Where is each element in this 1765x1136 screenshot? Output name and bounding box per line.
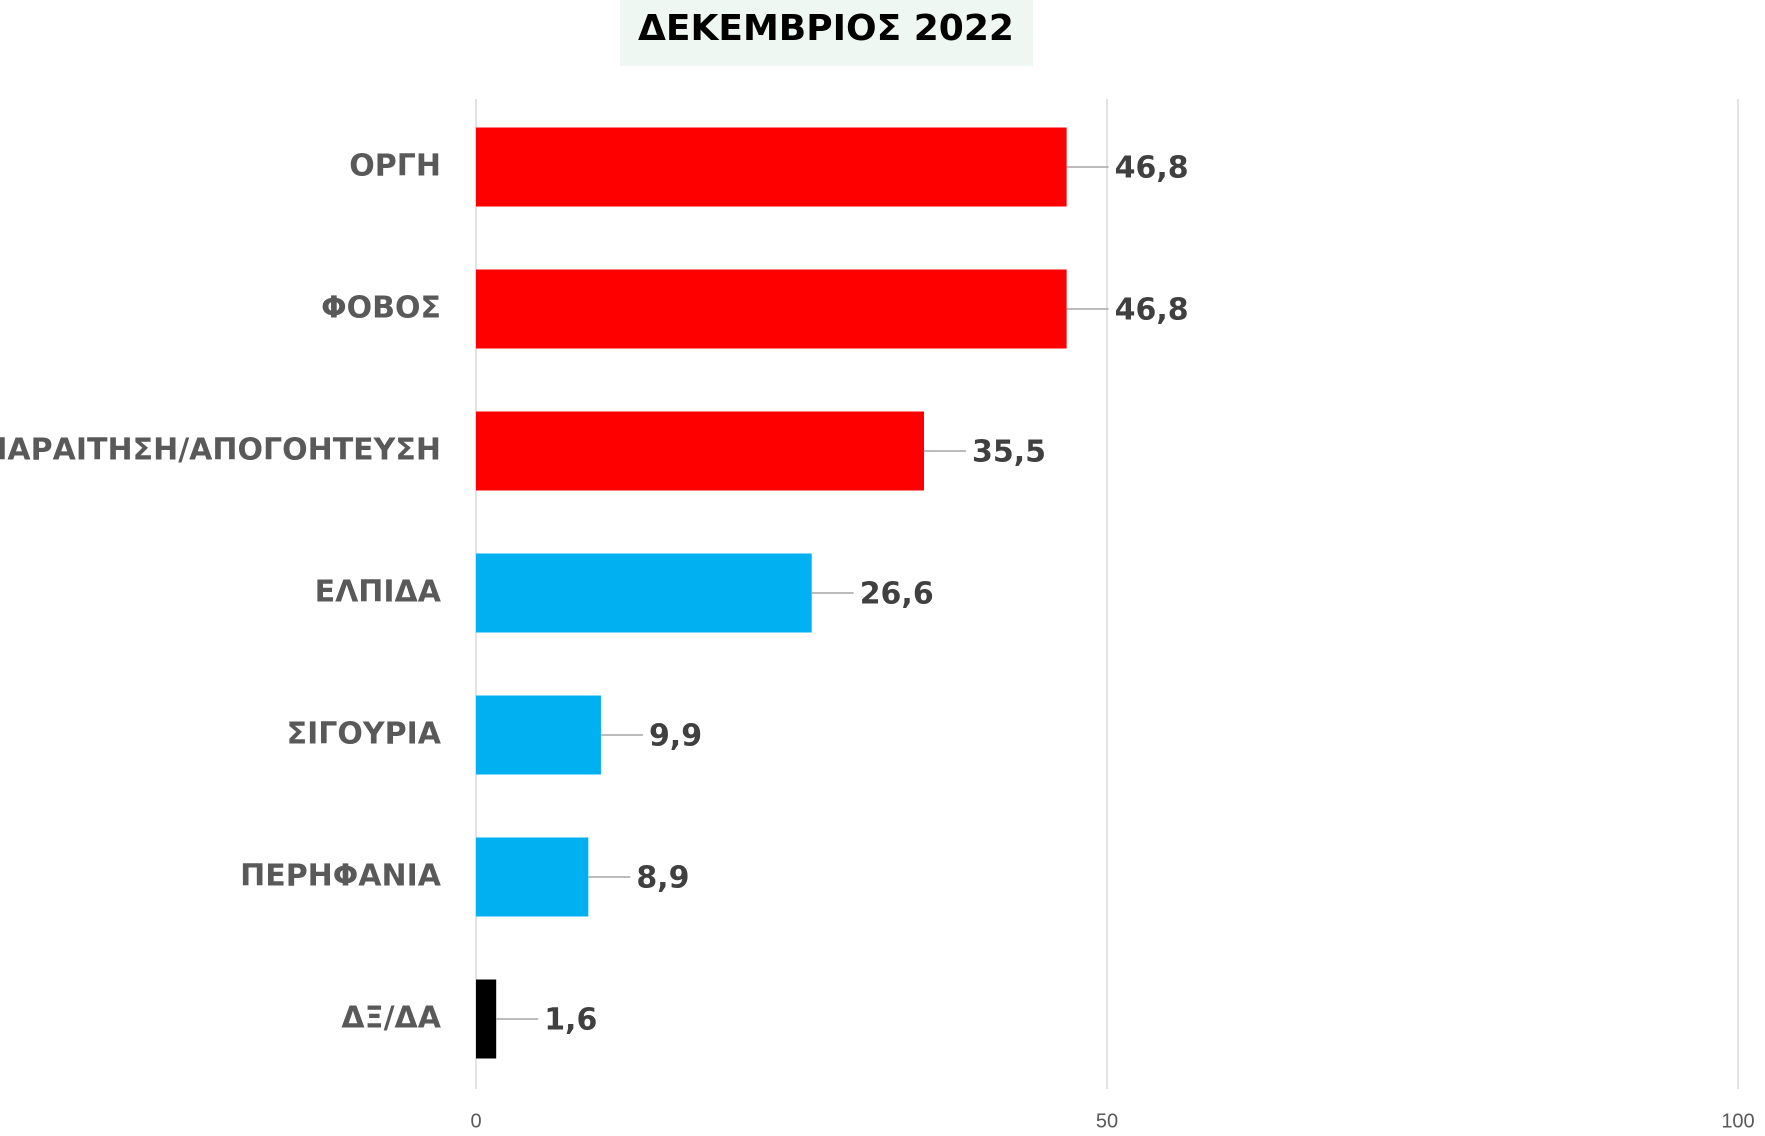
category-label: ΕΛΠΙΔΑ (315, 575, 442, 610)
data-label: 1,6 (544, 1003, 597, 1038)
data-label: 26,6 (860, 577, 934, 612)
data-label: 9,9 (649, 719, 702, 754)
data-label: 35,5 (972, 435, 1046, 470)
x-tick-label: 0 (470, 1110, 481, 1132)
bar (476, 837, 589, 917)
category-label: ΠΑΡΑΙΤΗΣΗ/ΑΠΟΓΟΗΤΕΥΣΗ (0, 433, 441, 468)
category-label: ΦΟΒΟΣ (321, 291, 441, 326)
bar (476, 411, 925, 491)
chart-title: ΔΕΚΕΜΒΡΙΟΣ 2022 (638, 8, 1014, 49)
category-label: ΟΡΓΗ (349, 149, 441, 184)
bar (476, 979, 497, 1059)
x-tick-label: 100 (1721, 1110, 1754, 1132)
bar (476, 269, 1067, 349)
data-label: 46,8 (1115, 293, 1189, 328)
bar (476, 127, 1067, 207)
bar (476, 553, 812, 633)
category-label: ΠΕΡΗΦΑΝΙΑ (240, 859, 442, 894)
data-label: 8,9 (636, 861, 689, 896)
title-box (620, 0, 1033, 66)
x-tick-label: 50 (1096, 1110, 1118, 1132)
category-label: ΔΞ/ΔΑ (341, 1001, 441, 1036)
data-label: 46,8 (1115, 151, 1189, 186)
bar (476, 695, 601, 775)
category-label: ΣΙΓΟΥΡΙΑ (287, 717, 442, 752)
